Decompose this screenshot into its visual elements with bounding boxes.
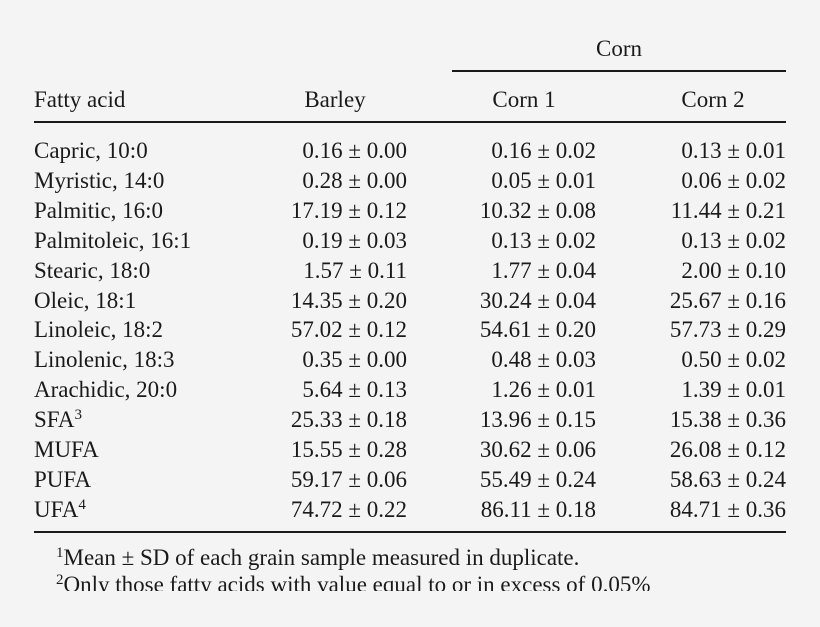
row-name: UFA: [34, 496, 79, 522]
cell: 1.26 ± 0.01: [491, 377, 596, 403]
row-label: PUFA: [34, 467, 91, 493]
footnote-text: Only those fatty acids with value equal …: [63, 572, 651, 591]
cell: 57.73 ± 0.29: [669, 317, 786, 343]
cell: 58.63 ± 0.24: [669, 466, 786, 492]
row-name: Capric, 10:0: [34, 138, 148, 163]
row-name: Arachidic, 20:0: [34, 377, 178, 403]
row-name: Palmitoleic, 16:1: [34, 227, 192, 253]
cell: 0.16 ± 0.00: [302, 138, 407, 163]
row-name: Linoleic, 18:2: [34, 317, 164, 343]
column-header: Barley: [304, 87, 366, 112]
row-name: PUFA: [34, 466, 92, 492]
row-label: Arachidic, 20:0: [34, 377, 177, 403]
cell: 0.13 ± 0.01: [681, 138, 786, 163]
column-header: Fatty acid: [34, 87, 126, 112]
cell: 1.57 ± 0.11: [303, 257, 407, 283]
cell: 15.38 ± 0.36: [669, 407, 786, 433]
cell: 74.72 ± 0.22: [290, 496, 407, 522]
cell: 57.02 ± 0.12: [290, 317, 407, 343]
cell: 5.64 ± 0.13: [302, 377, 407, 403]
column-header: Corn 1: [492, 87, 556, 112]
footnote-ref: 3: [74, 407, 83, 424]
row-label: Palmitoleic, 16:1: [34, 228, 191, 254]
row-name: SFA: [34, 407, 75, 433]
cell: 86.11 ± 0.18: [480, 496, 596, 522]
cell: 0.16 ± 0.02: [491, 138, 596, 163]
cell: 0.28 ± 0.00: [302, 167, 407, 193]
footnote-area: 1Mean ± SD of each grain sample measured…: [56, 545, 651, 591]
cell: 0.19 ± 0.03: [302, 227, 407, 253]
row-name: Palmitic, 16:0: [34, 197, 164, 223]
cell: 10.32 ± 0.08: [479, 197, 596, 223]
cell: 25.67 ± 0.16: [669, 287, 786, 313]
footnote: 2Only those fatty acids with value equal…: [56, 572, 651, 591]
row-label: UFA4: [34, 497, 86, 523]
footnote-text: Mean ± SD of each grain sample measured …: [63, 545, 580, 570]
cell: 13.96 ± 0.15: [479, 407, 596, 433]
footnote-mark: 1: [56, 545, 64, 561]
row-label: Linoleic, 18:2: [34, 317, 163, 343]
cell: 14.35 ± 0.20: [290, 287, 407, 313]
row-label: Myristic, 14:0: [34, 168, 164, 194]
row-name: Stearic, 18:0: [34, 257, 151, 283]
cell: 0.13 ± 0.02: [491, 227, 596, 253]
row-name: Linolenic, 18:3: [34, 347, 175, 373]
row-label: Linolenic, 18:3: [34, 347, 175, 373]
cell: 15.55 ± 0.28: [290, 437, 407, 462]
cell: 0.05 ± 0.01: [491, 167, 596, 193]
row-label: Palmitic, 16:0: [34, 198, 163, 224]
row-name: MUFA: [34, 437, 99, 462]
cell: 25.33 ± 0.18: [290, 407, 407, 433]
column-header: Corn 2: [681, 87, 745, 112]
group-header: Corn: [596, 36, 642, 61]
footnote: 1Mean ± SD of each grain sample measured…: [56, 545, 579, 571]
row-label: Stearic, 18:0: [34, 258, 150, 284]
cell: 0.48 ± 0.03: [491, 347, 596, 373]
cell: 11.44 ± 0.21: [670, 197, 786, 223]
cell: 54.61 ± 0.20: [479, 317, 596, 343]
row-name: Oleic, 18:1: [34, 287, 137, 313]
cell: 1.77 ± 0.04: [491, 257, 596, 283]
row-label: Oleic, 18:1: [34, 288, 136, 314]
cell: 30.62 ± 0.06: [479, 437, 596, 462]
header-rule: [34, 121, 786, 123]
cell: 30.24 ± 0.04: [479, 287, 596, 313]
row-label: SFA3: [34, 407, 82, 433]
cell: 2.00 ± 0.10: [681, 257, 786, 283]
cell: 59.17 ± 0.06: [290, 466, 407, 492]
cell: 84.71 ± 0.36: [669, 496, 786, 522]
cell: 26.08 ± 0.12: [669, 437, 786, 462]
cell: 0.35 ± 0.00: [302, 347, 407, 373]
cell: 0.50 ± 0.02: [681, 347, 786, 373]
row-name: Myristic, 14:0: [34, 167, 165, 193]
bottom-rule: [34, 531, 786, 533]
cell: 0.13 ± 0.02: [681, 227, 786, 253]
cell: 17.19 ± 0.12: [290, 197, 407, 223]
row-label: MUFA: [34, 437, 99, 463]
cell: 0.06 ± 0.02: [681, 167, 786, 193]
row-label: Capric, 10:0: [34, 138, 148, 164]
cell: 1.39 ± 0.01: [681, 377, 786, 403]
footnote-mark: 2: [56, 572, 64, 588]
group-rule: [452, 70, 786, 72]
footnote-ref: 4: [78, 496, 86, 513]
cell: 55.49 ± 0.24: [479, 466, 596, 492]
